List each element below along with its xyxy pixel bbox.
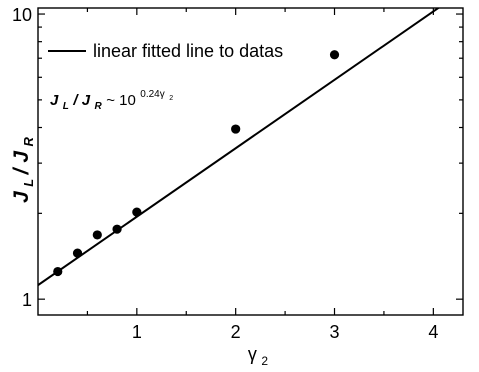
x-tick-label: 1 [132, 322, 142, 342]
fit-equation-exponent-sub: 2 [169, 95, 173, 102]
data-point [112, 224, 122, 234]
y-axis-label: J L / J R [10, 137, 37, 203]
legend-label: linear fitted line to datas [93, 41, 283, 61]
fit-equation-sub-l: L [63, 101, 69, 112]
fit-equation-j-right: J [82, 92, 91, 109]
data-point [132, 207, 142, 217]
ticks-layer: 1 2 3 4 1 10 [12, 5, 463, 342]
data-point [329, 50, 340, 60]
plot-area-border [37, 7, 464, 316]
data-point [92, 230, 102, 240]
x-axis-label-text: γ 2 [248, 344, 268, 368]
y-axis-label-j-right: J [10, 150, 33, 163]
points-layer [53, 50, 340, 277]
fit-equation-j-left: J [50, 92, 59, 109]
legend: linear fitted line to datas [48, 41, 283, 61]
y-axis-label-j-left: J [10, 190, 33, 203]
fit-line [38, 8, 441, 286]
data-point [53, 266, 63, 277]
plot-frame [37, 7, 464, 316]
data-point [72, 248, 83, 258]
fit-equation-sub-r: R [95, 101, 103, 112]
fit-equation-text: J L / J R ~ 10 0.24γ 2 [50, 84, 173, 113]
fit-equation-annotation: J L / J R ~ 10 0.24γ 2 [50, 84, 173, 113]
y-axis-label-slash: / [10, 163, 33, 176]
x-axis-label-sub: 2 [261, 354, 268, 368]
fit-equation-approx: ~ 10 [106, 92, 136, 109]
data-point [231, 124, 241, 134]
y-tick-label: 1 [22, 290, 32, 310]
y-axis-label-sub-r: R [21, 137, 36, 147]
fit-equation-slash: / [72, 92, 81, 109]
x-tick-label: 3 [330, 322, 340, 342]
y-axis-label-sub-l: L [21, 179, 36, 187]
fit-equation-exponent: 0.24γ [140, 89, 164, 100]
y-tick-label: 10 [12, 5, 32, 25]
x-tick-label: 2 [231, 322, 241, 342]
x-axis-label-base: γ [248, 344, 257, 364]
x-tick-label: 4 [428, 322, 438, 342]
y-axis-label-text: J L / J R [10, 137, 37, 203]
x-axis-label: γ 2 [248, 344, 268, 368]
fit-layer [38, 8, 441, 286]
